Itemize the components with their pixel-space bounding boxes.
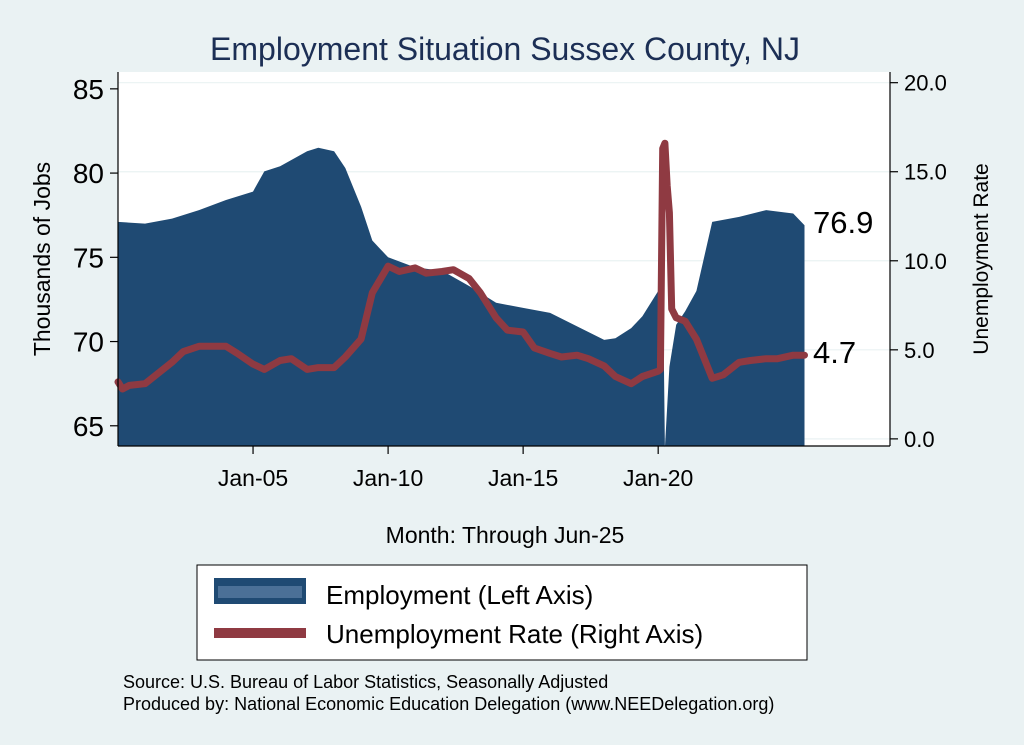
unemployment-end-label: 4.7 bbox=[813, 335, 856, 370]
left-axis-ticks: 85 80 75 70 65 bbox=[73, 74, 118, 442]
employment-area bbox=[118, 147, 805, 448]
legend-employment-swatch-inner bbox=[218, 586, 302, 598]
x-tick-label: Jan-15 bbox=[488, 465, 558, 491]
left-tick-label: 70 bbox=[73, 327, 104, 358]
x-tick-label: Jan-05 bbox=[218, 465, 288, 491]
produced-by-note: Produced by: National Economic Education… bbox=[123, 694, 774, 714]
employment-end-label: 76.9 bbox=[813, 205, 873, 240]
left-tick-label: 75 bbox=[73, 242, 104, 273]
employment-area-path bbox=[118, 147, 805, 448]
unemployment-line bbox=[114, 139, 808, 393]
x-tick-label: Jan-10 bbox=[353, 465, 423, 491]
x-tick-label: Jan-20 bbox=[623, 465, 693, 491]
x-axis-label: Month: Through Jun-25 bbox=[386, 522, 625, 548]
left-tick-label: 80 bbox=[73, 158, 104, 189]
right-tick-label: 15.0 bbox=[904, 160, 947, 185]
left-tick-label: 65 bbox=[73, 411, 104, 442]
right-tick-label: 5.0 bbox=[904, 338, 935, 363]
legend: Employment (Left Axis) Unemployment Rate… bbox=[196, 564, 808, 661]
legend-unemployment-label: Unemployment Rate (Right Axis) bbox=[326, 619, 703, 649]
right-axis-label: Unemployment Rate bbox=[970, 163, 993, 354]
right-tick-label: 20.0 bbox=[904, 71, 947, 96]
left-tick-label: 85 bbox=[73, 74, 104, 105]
legend-employment-label: Employment (Left Axis) bbox=[326, 580, 593, 610]
left-axis-label: Thousands of Jobs bbox=[29, 162, 55, 356]
source-note: Source: U.S. Bureau of Labor Statistics,… bbox=[123, 672, 608, 692]
right-axis-ticks: 20.0 15.0 10.0 5.0 0.0 bbox=[890, 71, 947, 452]
x-axis-ticks: Jan-05 Jan-10 Jan-15 Jan-20 bbox=[218, 446, 693, 491]
right-tick-label: 10.0 bbox=[904, 249, 947, 274]
chart-title: Employment Situation Sussex County, NJ bbox=[210, 31, 800, 67]
unemployment-line-path bbox=[114, 139, 808, 393]
right-tick-label: 0.0 bbox=[904, 427, 935, 452]
